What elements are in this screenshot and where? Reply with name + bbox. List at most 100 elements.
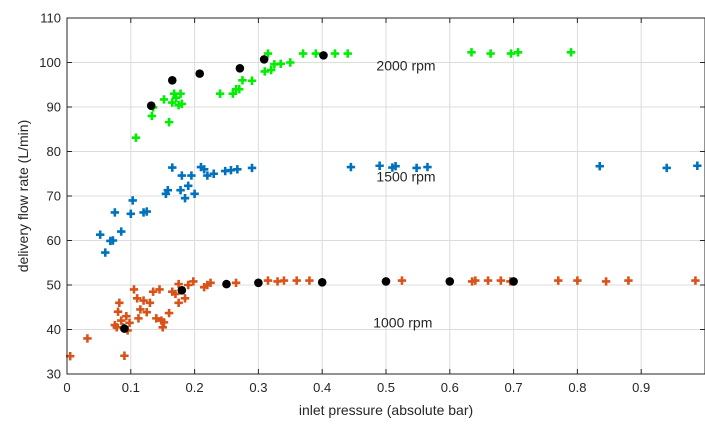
data-point-plus: [483, 276, 493, 285]
y-tick-label: 110: [40, 11, 61, 26]
data-point-circle: [317, 278, 327, 287]
data-point-circle: [222, 279, 231, 289]
data-point-plus: [235, 85, 244, 94]
data-point-circle: [146, 101, 156, 110]
data-point-plus: [292, 276, 301, 285]
data-point-plus: [168, 98, 177, 107]
x-tick-label: 0: [63, 380, 70, 395]
y-tick-label: 30: [47, 367, 61, 382]
x-tick-label: 0.3: [249, 380, 267, 395]
data-point-plus: [343, 49, 352, 58]
data-point-plus: [129, 285, 139, 294]
data-point-circle: [120, 324, 129, 333]
data-point-plus: [305, 276, 314, 285]
series-annotation: 1500 rpm: [376, 168, 435, 184]
data-point-circle: [319, 51, 328, 60]
data-point-circle: [254, 278, 263, 288]
data-point-plus: [108, 236, 118, 245]
x-tick-label: 0.1: [122, 380, 140, 395]
data-point-plus: [662, 163, 671, 173]
data-point-circle: [177, 286, 187, 295]
data-point-plus: [159, 318, 169, 327]
data-point-plus: [125, 318, 134, 328]
data-point-plus: [126, 209, 135, 218]
y-tick-label: 40: [47, 322, 61, 337]
data-point-plus: [147, 111, 157, 121]
data-point-plus: [595, 161, 604, 171]
grid: [67, 18, 705, 374]
data-point-plus: [190, 189, 199, 198]
data-point-plus: [206, 278, 215, 287]
data-point-plus: [263, 49, 273, 58]
data-point-plus: [691, 276, 700, 285]
x-tick-label: 0.6: [441, 380, 459, 395]
y-tick-label: 90: [47, 100, 61, 115]
data-point-plus: [238, 76, 247, 85]
data-point-circle: [195, 69, 205, 78]
data-point-circle: [509, 277, 518, 286]
data-point-plus: [155, 285, 164, 294]
y-tick-label: 50: [47, 278, 61, 293]
data-point-plus: [120, 351, 129, 360]
data-point-plus: [624, 276, 633, 285]
data-point-plus: [423, 162, 432, 172]
data-point-plus: [145, 298, 155, 307]
data-point-plus: [279, 276, 289, 285]
y-tick-label: 60: [47, 233, 61, 248]
data-point-plus: [131, 133, 141, 142]
data-point-plus: [177, 99, 187, 109]
annotations: 2000 rpm 1500 rpm 1000 rpm: [373, 58, 435, 331]
data-point-plus: [311, 49, 321, 58]
data-point-plus: [573, 276, 582, 285]
data-point-plus: [164, 308, 174, 318]
data-point-plus: [176, 186, 185, 195]
data-point-plus: [95, 230, 105, 239]
x-tick-label: 0.2: [186, 380, 204, 395]
data-point-plus: [260, 67, 269, 76]
data-point-plus: [128, 196, 137, 205]
x-tick-label: 0.9: [632, 380, 650, 395]
data-point-plus: [174, 298, 183, 307]
data-point-plus: [231, 278, 241, 287]
data-point-plus: [110, 208, 120, 217]
x-tick-label: 0.4: [313, 380, 331, 395]
data-point-plus: [486, 49, 495, 58]
data-point-plus: [566, 48, 576, 57]
y-tick-label: 70: [47, 189, 61, 204]
data-point-plus: [122, 311, 131, 321]
data-point-plus: [184, 280, 193, 290]
data-point-plus: [174, 279, 183, 289]
data-point-plus: [412, 163, 421, 173]
data-point-plus: [286, 58, 295, 67]
data-point-plus: [163, 186, 173, 195]
data-point-plus: [375, 161, 384, 170]
data-point-plus: [397, 276, 407, 285]
data-point-circle: [259, 55, 269, 64]
data-point-plus: [189, 277, 198, 286]
data-point-plus: [554, 276, 563, 285]
data-point-plus: [117, 227, 126, 236]
data-point-plus: [187, 171, 196, 180]
data-point-plus: [180, 194, 190, 203]
y-tick-label: 100: [39, 55, 61, 70]
y-tick-label: 80: [47, 144, 61, 159]
data-point-plus: [215, 89, 225, 98]
data-point-plus: [101, 248, 110, 257]
data-point-circle: [381, 277, 391, 286]
data-point-plus: [266, 65, 276, 75]
data-point-plus: [136, 305, 145, 314]
data-point-plus: [693, 161, 702, 170]
data-point-plus: [330, 49, 340, 58]
plot-frame: [66, 17, 705, 375]
data-point-plus: [168, 163, 177, 172]
data-point-plus: [228, 89, 238, 98]
series-annotation: 2000 rpm: [376, 58, 435, 74]
data-point-plus: [148, 287, 158, 296]
data-point-plus: [199, 165, 209, 174]
data-point-plus: [209, 169, 218, 178]
data-point-plus: [276, 59, 285, 69]
data-point-plus: [171, 289, 180, 299]
data-point-plus: [506, 49, 516, 58]
y-axis-label: delivery flow rate (L/min): [15, 120, 31, 273]
